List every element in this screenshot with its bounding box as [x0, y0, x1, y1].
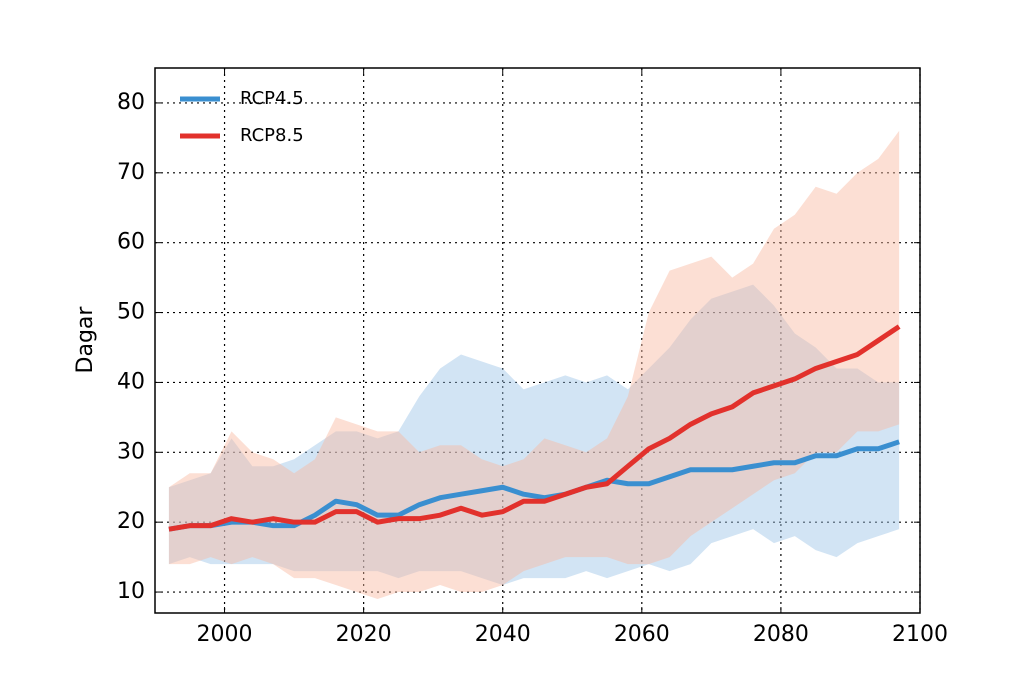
series-line: [168, 439, 900, 532]
x-tick-label: 2100: [892, 622, 948, 647]
series-line: [168, 324, 901, 532]
legend-label: RCP4.5: [240, 88, 304, 109]
range-band: [168, 130, 900, 600]
x-tick-label: 2080: [753, 622, 809, 647]
legend-label: RCP8.5: [240, 125, 304, 146]
x-tick-label: 2020: [336, 622, 392, 647]
y-axis-label: Dagar: [73, 306, 98, 374]
y-tick-label: 30: [117, 439, 145, 464]
y-tick-label: 40: [117, 369, 145, 394]
plot-frame: [154, 67, 921, 614]
y-tick-label: 20: [117, 509, 145, 534]
y-tick-label: 80: [117, 90, 145, 115]
x-tick-label: 2060: [614, 622, 670, 647]
y-tick-label: 50: [117, 300, 145, 325]
y-tick-label: 10: [117, 579, 145, 604]
x-tick-label: 2000: [197, 622, 253, 647]
y-tick-label: 60: [117, 230, 145, 255]
y-tick-label: 70: [117, 160, 145, 185]
x-tick-label: 2040: [475, 622, 531, 647]
